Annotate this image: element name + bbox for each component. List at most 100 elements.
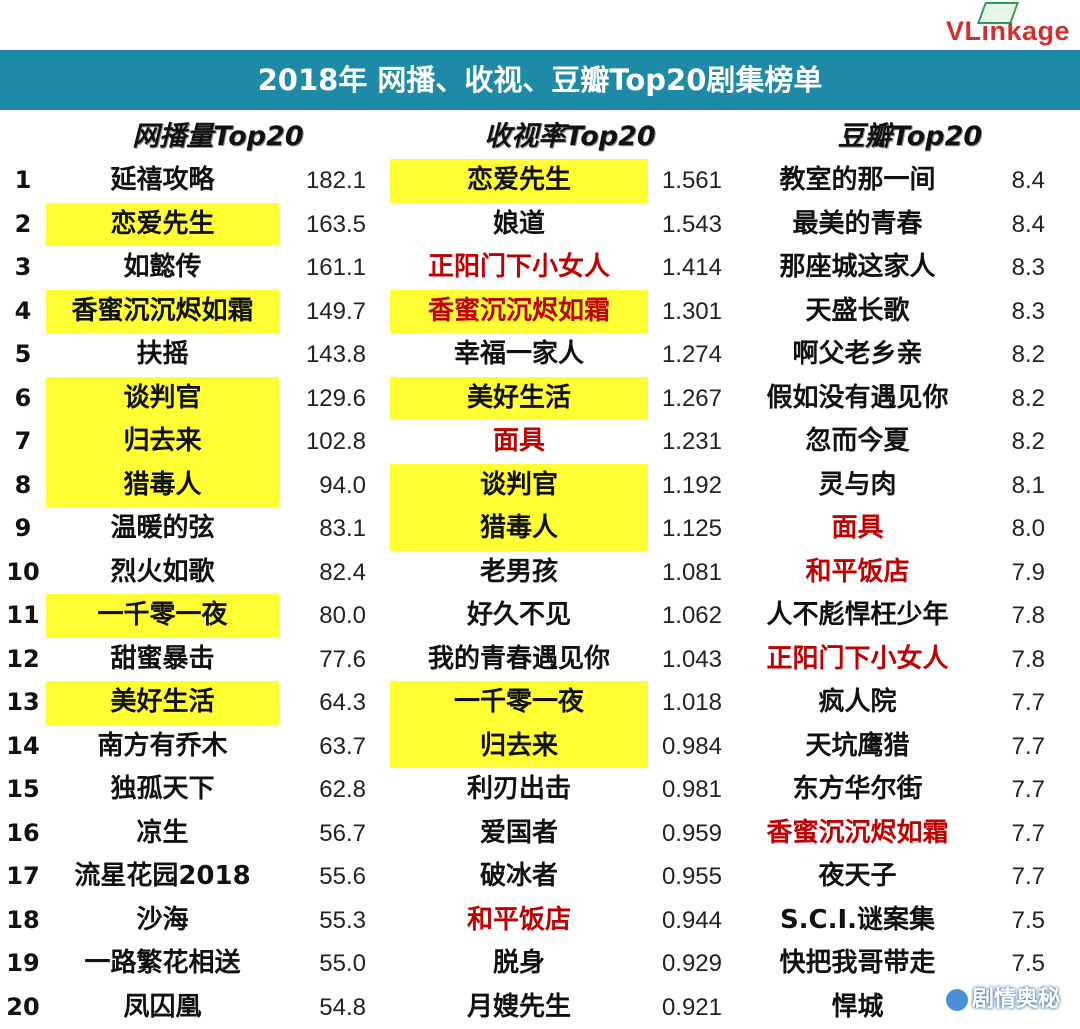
show-value: 0.944 (652, 899, 722, 943)
show-value: 1.081 (652, 551, 722, 595)
show-title: 教室的那一间 (745, 159, 970, 203)
show-title: 忽而今夏 (745, 420, 970, 464)
show-value: 8.4 (985, 159, 1045, 203)
show-value: 163.5 (291, 203, 366, 247)
table-row: 归去来 102.8 (46, 420, 376, 464)
show-value: 7.5 (985, 942, 1045, 986)
show-title: 我的青春遇见你 (390, 638, 648, 682)
show-value: 54.8 (291, 986, 366, 1029)
show-value: 102.8 (291, 420, 366, 464)
show-title: 沙海 (46, 899, 279, 943)
show-title: 一千零一夜 (390, 681, 648, 725)
show-value: 83.1 (291, 507, 366, 551)
show-title: 娘道 (390, 203, 648, 247)
watermark-text: 剧情奥秘 (972, 987, 1060, 1012)
show-value: 7.7 (985, 725, 1045, 769)
show-title: 流星花园2018 (46, 855, 279, 899)
rank-number: 20 (0, 986, 46, 1029)
show-title: 一路繁花相送 (46, 942, 279, 986)
show-title: 天盛长歌 (745, 290, 970, 334)
show-title: 脱身 (390, 942, 648, 986)
show-value: 8.1 (985, 464, 1045, 508)
watermark-logo-icon (946, 989, 968, 1011)
show-title: 扶摇 (46, 333, 279, 377)
show-value: 8.3 (985, 246, 1045, 290)
table-row: 流星花园2018 55.6 (46, 855, 376, 899)
show-title: 凉生 (46, 812, 279, 856)
show-value: 8.2 (985, 420, 1045, 464)
show-title: 美好生活 (390, 377, 648, 421)
rank-number: 13 (0, 681, 46, 725)
show-title: 归去来 (46, 420, 279, 464)
show-value: 1.414 (652, 246, 722, 290)
show-value: 8.2 (985, 333, 1045, 377)
show-title: 独孤天下 (46, 768, 279, 812)
show-title: 烈火如歌 (46, 551, 279, 595)
show-title: 悍城 (745, 986, 970, 1029)
show-value: 1.301 (652, 290, 722, 334)
show-value: 0.929 (652, 942, 722, 986)
page-title: 2018年 网播、收视、豆瓣Top20剧集榜单 (0, 50, 1080, 110)
show-value: 182.1 (291, 159, 366, 203)
rank-number: 3 (0, 246, 46, 290)
show-title: 月嫂先生 (390, 986, 648, 1029)
show-value: 7.7 (985, 855, 1045, 899)
show-title: 如懿传 (46, 246, 279, 290)
show-title: S.C.I.谜案集 (745, 899, 970, 943)
show-value: 1.231 (652, 420, 722, 464)
rank-number: 16 (0, 812, 46, 856)
show-title: 最美的青春 (745, 203, 970, 247)
show-value: 8.4 (985, 203, 1045, 247)
rank-number: 12 (0, 638, 46, 682)
show-title: 爱国者 (390, 812, 648, 856)
show-title: 甜蜜暴击 (46, 638, 279, 682)
show-value: 55.6 (291, 855, 366, 899)
table-row: 灵与肉 8.1 (745, 464, 1065, 508)
rank-number: 7 (0, 420, 46, 464)
rank-number: 10 (0, 551, 46, 595)
show-value: 129.6 (291, 377, 366, 421)
show-title: 好久不见 (390, 594, 648, 638)
show-title: 灵与肉 (745, 464, 970, 508)
show-title: 东方华尔街 (745, 768, 970, 812)
vlinkage-logo: VLinkage (946, 16, 1070, 52)
show-value: 0.921 (652, 986, 722, 1029)
show-title: 幸福一家人 (390, 333, 648, 377)
table-row: 天盛长歌 8.3 (745, 290, 1065, 334)
show-value: 77.6 (291, 638, 366, 682)
rank-number: 8 (0, 464, 46, 508)
show-value: 7.7 (985, 768, 1045, 812)
show-value: 8.3 (985, 290, 1045, 334)
show-title: 和平饭店 (745, 551, 970, 595)
show-value: 1.561 (652, 159, 722, 203)
show-value: 64.3 (291, 681, 366, 725)
table-row: 忽而今夏 8.2 (745, 420, 1065, 464)
show-title: 破冰者 (390, 855, 648, 899)
show-value: 1.018 (652, 681, 722, 725)
show-value: 1.192 (652, 464, 722, 508)
